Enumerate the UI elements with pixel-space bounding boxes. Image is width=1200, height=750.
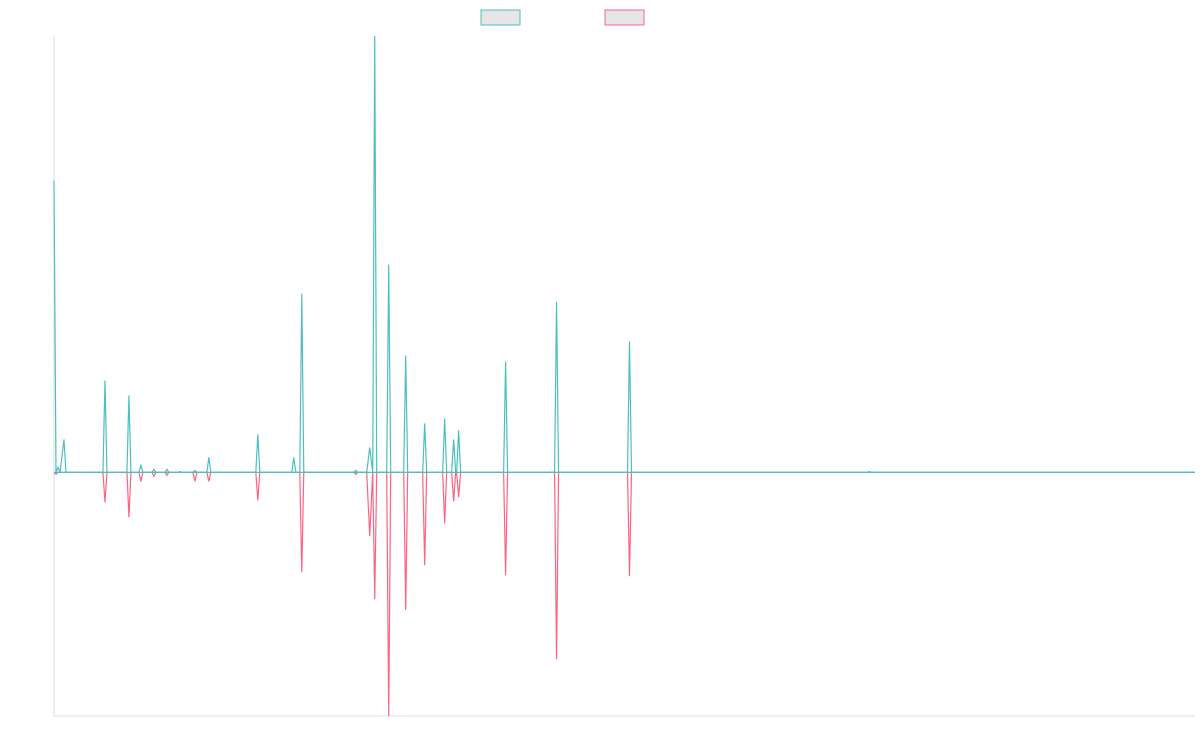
legend-swatch-1 (480, 9, 521, 26)
series-line-1 (53, 35, 1195, 473)
series-line-2 (53, 471, 1195, 717)
legend-swatch-2 (604, 9, 645, 26)
